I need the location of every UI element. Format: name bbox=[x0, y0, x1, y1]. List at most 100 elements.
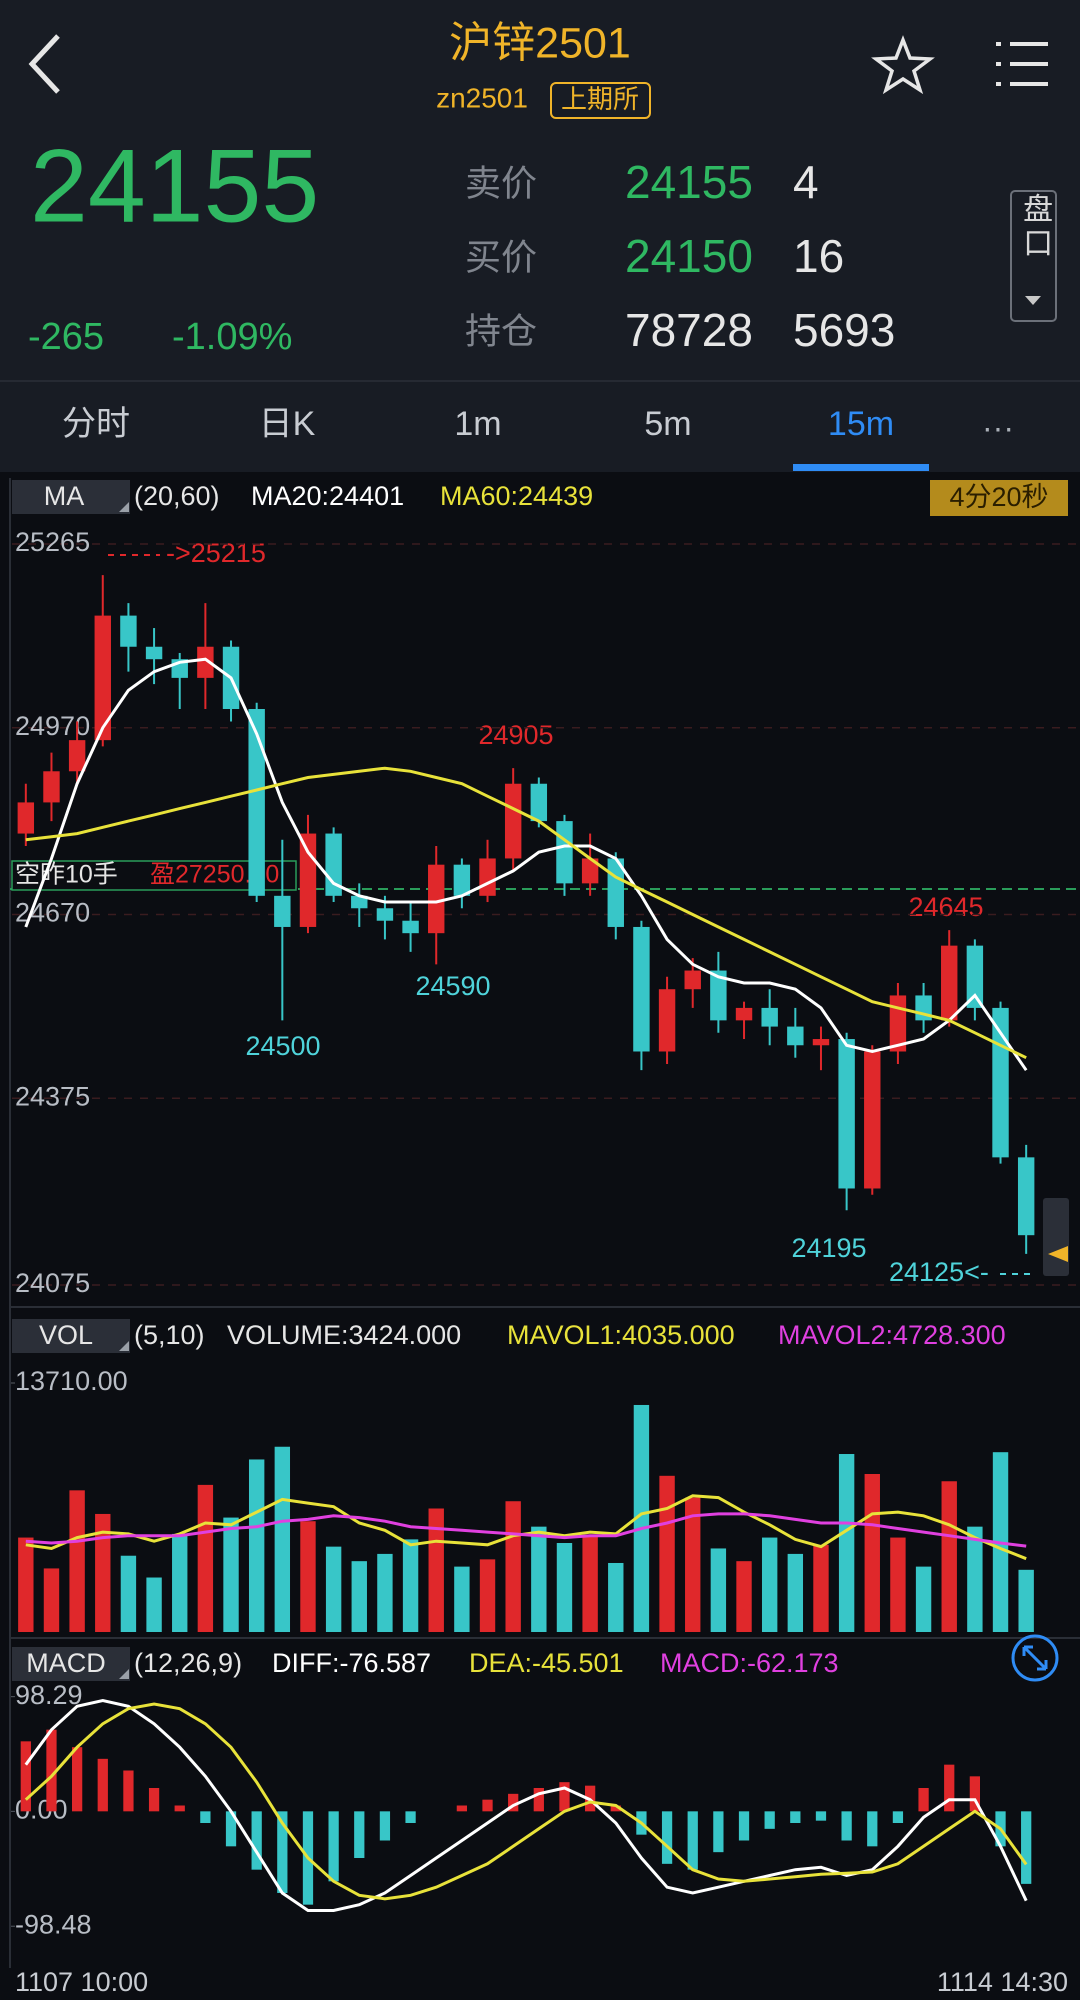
menu-button[interactable] bbox=[996, 42, 1048, 86]
back-button[interactable] bbox=[28, 34, 60, 94]
tab[interactable]: 5m bbox=[644, 405, 691, 443]
more-tabs[interactable]: ··· bbox=[982, 409, 1014, 445]
volume-bar bbox=[736, 1561, 752, 1632]
candle-body bbox=[992, 1007, 1009, 1158]
quote-qty: 4 bbox=[793, 156, 819, 208]
quote-label: 持仓 bbox=[465, 311, 537, 352]
tab[interactable]: 日K bbox=[259, 405, 316, 443]
candle-body bbox=[248, 709, 265, 896]
volume-bar bbox=[69, 1490, 85, 1632]
volume-bar bbox=[915, 1566, 932, 1632]
y-tick-label: 24375 bbox=[15, 1081, 90, 1111]
volume-bar bbox=[377, 1553, 393, 1632]
price-pointer bbox=[1048, 1246, 1068, 1262]
tab[interactable]: 1m bbox=[454, 405, 501, 443]
indicator-box[interactable] bbox=[12, 480, 130, 514]
volume-bar bbox=[248, 1459, 265, 1632]
volume-bar bbox=[95, 1513, 111, 1632]
plots: 252652497024670243752407513710.0098.290.… bbox=[11, 527, 1080, 1939]
volume-bar bbox=[685, 1497, 701, 1632]
volume-bar bbox=[531, 1526, 547, 1632]
macd-bar bbox=[97, 1758, 108, 1812]
volume-bar bbox=[608, 1562, 624, 1632]
volume-bar bbox=[864, 1473, 880, 1632]
macd-bar bbox=[405, 1811, 416, 1823]
macd-bar bbox=[71, 1747, 83, 1812]
expand-button[interactable] bbox=[1011, 1634, 1059, 1682]
macd-bar bbox=[867, 1811, 878, 1847]
candle-body bbox=[120, 615, 137, 647]
candle-body bbox=[530, 783, 548, 822]
favorite-button[interactable] bbox=[871, 35, 935, 95]
macd-bar bbox=[328, 1811, 339, 1882]
indicator-name[interactable]: VOL bbox=[39, 1320, 93, 1350]
volume-bar bbox=[787, 1553, 804, 1632]
candle-body bbox=[299, 833, 317, 927]
candle-body bbox=[428, 864, 445, 934]
panel-button-label[interactable]: 盘口 bbox=[1018, 193, 1052, 261]
macd-bar bbox=[713, 1811, 724, 1853]
candle-body bbox=[17, 802, 35, 834]
volume-bar bbox=[223, 1517, 239, 1632]
y-tick-label: 98.29 bbox=[15, 1680, 83, 1710]
annotation: 24905 bbox=[478, 720, 553, 750]
macd-bar bbox=[559, 1782, 570, 1812]
legend-mavol1: MAVOL1:4035.000 bbox=[507, 1320, 735, 1350]
candle-body bbox=[504, 783, 522, 859]
candle-body bbox=[197, 646, 214, 678]
indicator-box[interactable] bbox=[12, 1647, 130, 1681]
candle-body bbox=[966, 945, 984, 1008]
quote-label: 卖价 bbox=[465, 163, 537, 204]
volume-bar bbox=[890, 1537, 906, 1632]
annotation: 24645 bbox=[908, 892, 983, 922]
y-tick-label: -98.48 bbox=[15, 1909, 92, 1939]
expand-icon bbox=[1022, 1645, 1048, 1671]
change: -265 bbox=[28, 316, 104, 358]
last-price: 24155 bbox=[30, 128, 319, 244]
macd-bar bbox=[764, 1811, 775, 1829]
volume-bar bbox=[582, 1535, 598, 1632]
quote-label: 买价 bbox=[465, 237, 537, 278]
indicator-params: (12,26,9) bbox=[134, 1648, 242, 1678]
volume-bar bbox=[505, 1501, 521, 1632]
macd-bar bbox=[918, 1788, 929, 1812]
tab[interactable]: 15m bbox=[828, 405, 894, 443]
indicator-params: (5,10) bbox=[134, 1320, 205, 1350]
indicator-name[interactable]: MACD bbox=[26, 1648, 106, 1678]
tab[interactable]: 分时 bbox=[62, 405, 130, 443]
macd-bar bbox=[225, 1811, 237, 1847]
candle-body bbox=[838, 1039, 855, 1189]
indicator-name[interactable]: MA bbox=[44, 481, 85, 511]
candle-body bbox=[1017, 1157, 1035, 1236]
scroll-handle[interactable] bbox=[1043, 1198, 1069, 1276]
macd-bar bbox=[251, 1811, 262, 1870]
macd-bar bbox=[46, 1729, 57, 1812]
candle-body bbox=[68, 740, 86, 772]
legend-mavol2: MAVOL2:4728.300 bbox=[778, 1320, 1006, 1350]
panel-button[interactable] bbox=[1010, 190, 1057, 322]
macd-bar bbox=[969, 1776, 981, 1812]
macd-bar bbox=[354, 1811, 365, 1858]
legend-dea: DEA:-45.501 bbox=[469, 1648, 624, 1678]
candle-body bbox=[658, 989, 676, 1052]
y-tick-label: 25265 bbox=[15, 527, 90, 557]
candle-body bbox=[556, 821, 573, 884]
volume-bar bbox=[710, 1548, 727, 1632]
volume-bar bbox=[18, 1537, 34, 1632]
volume-bar bbox=[454, 1566, 470, 1632]
countdown: 4分20秒 bbox=[949, 482, 1048, 512]
exchange: 上期所 bbox=[561, 84, 639, 114]
quote-price: 24155 bbox=[625, 156, 753, 208]
indicator-caret bbox=[119, 502, 129, 512]
legend-macd: MACD:-62.173 bbox=[660, 1648, 839, 1678]
x-label: 1107 10:00 bbox=[15, 1967, 148, 1997]
macd-bar bbox=[661, 1811, 673, 1864]
indicator-line bbox=[25, 1512, 1027, 1548]
y-tick-label: 13710.00 bbox=[15, 1366, 128, 1396]
volume-bar bbox=[479, 1559, 496, 1632]
chart-bg bbox=[0, 472, 1080, 2000]
indicator-box[interactable] bbox=[12, 1319, 130, 1353]
candle-body bbox=[376, 908, 394, 921]
macd-bar bbox=[738, 1811, 750, 1841]
